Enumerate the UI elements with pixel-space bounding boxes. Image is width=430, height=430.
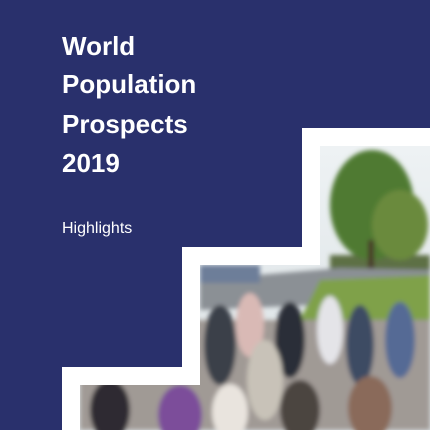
photo-person: [348, 376, 392, 430]
photo-person: [212, 384, 248, 430]
photo-person: [247, 340, 283, 420]
photo-person: [90, 380, 130, 430]
photo-bus: [200, 265, 260, 283]
photo-person: [346, 305, 374, 385]
photo-tree: [372, 190, 428, 260]
title-line: Population: [62, 69, 196, 99]
photo-person: [204, 305, 236, 385]
photo-person: [275, 302, 305, 378]
photo-person: [385, 302, 415, 378]
title-line: Prospects: [62, 109, 188, 139]
photo-trunk: [368, 240, 374, 270]
title-line: World: [62, 31, 135, 61]
title-line: 2019: [62, 148, 120, 178]
photo-scene: [80, 150, 430, 430]
photo-person: [317, 296, 343, 364]
photo-person: [158, 385, 202, 430]
subtitle: Highlights: [62, 220, 132, 237]
photo-person: [236, 293, 264, 357]
photo-person: [280, 380, 320, 430]
